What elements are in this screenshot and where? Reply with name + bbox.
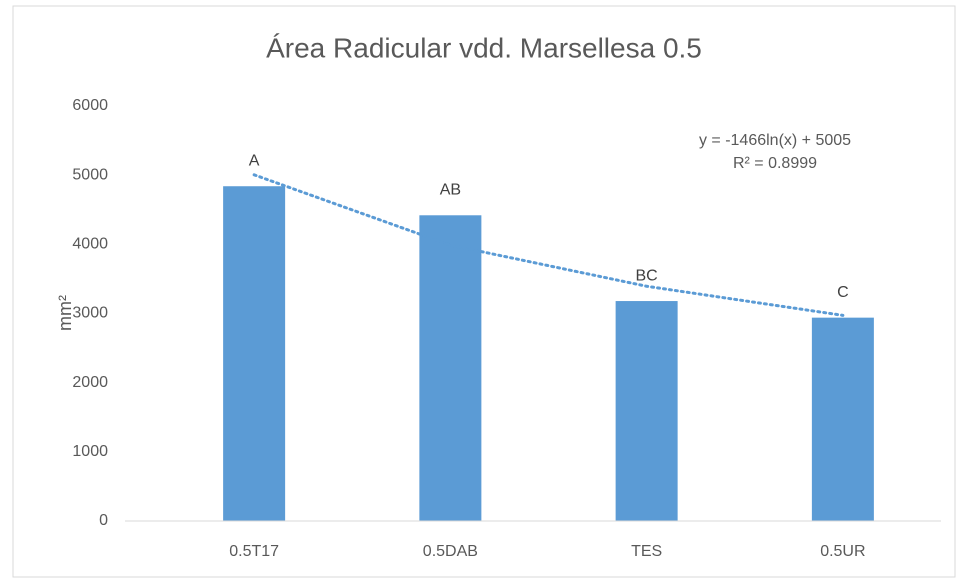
y-tick-label: 4000 xyxy=(72,236,108,253)
y-tick-label: 6000 xyxy=(72,97,108,114)
trendline xyxy=(252,173,845,317)
data-label: A xyxy=(249,152,260,169)
y-tick-label: 3000 xyxy=(72,305,108,322)
x-tick-label: 0.5UR xyxy=(820,543,865,560)
chart-border xyxy=(12,5,956,578)
data-label: C xyxy=(837,284,849,301)
y-axis-label: mm² xyxy=(55,295,75,331)
bar xyxy=(615,301,678,521)
x-tick-label: 0.5T17 xyxy=(229,543,279,560)
bar xyxy=(223,186,286,521)
y-tick-label: 0 xyxy=(99,512,108,529)
chart-title: Área Radicular vdd. Marsellesa 0.5 xyxy=(266,32,702,63)
y-tick-label: 1000 xyxy=(72,443,108,460)
x-tick-label: 0.5DAB xyxy=(423,543,478,560)
data-label: BC xyxy=(636,267,658,284)
bar xyxy=(811,317,874,521)
y-tick-label: 5000 xyxy=(72,166,108,183)
x-tick-label: TES xyxy=(631,543,662,560)
bar xyxy=(419,215,482,522)
trendline-equation: y = -1466ln(x) + 5005 xyxy=(699,132,851,149)
y-tick-label: 2000 xyxy=(72,374,108,391)
trendline-r-squared: R² = 0.8999 xyxy=(733,155,817,172)
data-label: AB xyxy=(440,182,461,199)
